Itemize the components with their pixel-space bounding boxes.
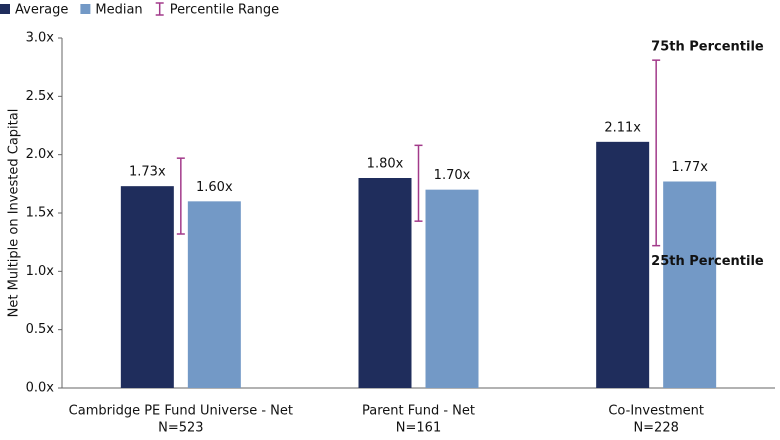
value-label: 1.70x — [434, 168, 471, 183]
bar — [358, 178, 412, 388]
bar — [596, 141, 650, 388]
legend-label: Median — [95, 3, 142, 18]
y-tick-label: 1.5x — [26, 206, 55, 221]
y-tick-label: 1.0x — [26, 264, 55, 279]
value-label: 1.77x — [671, 160, 708, 175]
legend-swatch — [0, 4, 10, 14]
value-label: 1.60x — [196, 180, 233, 195]
x-tick-note: N=523 — [158, 421, 203, 436]
y-tick-label: 2.0x — [26, 147, 55, 162]
x-tick-label: Co-Investment — [608, 404, 704, 419]
bar — [187, 201, 241, 388]
y-axis-label: Net Multiple on Invested Capital — [7, 109, 22, 318]
value-label: 1.80x — [367, 157, 404, 172]
bar — [120, 186, 174, 388]
bar — [425, 189, 479, 388]
legend-swatch — [80, 4, 91, 14]
annotation: 25th Percentile — [651, 254, 764, 269]
x-tick-label: Cambridge PE Fund Universe - Net — [69, 404, 293, 419]
y-tick-label: 3.0x — [26, 31, 55, 46]
annotation: 75th Percentile — [651, 40, 764, 55]
legend-label: Average — [15, 3, 68, 18]
x-tick-note: N=228 — [633, 421, 678, 436]
y-tick-label: 0.0x — [26, 381, 55, 396]
y-tick-label: 0.5x — [26, 322, 55, 337]
legend-label: Percentile Range — [170, 3, 279, 18]
y-tick-label: 2.5x — [26, 89, 55, 104]
value-label: 1.73x — [129, 165, 166, 180]
x-tick-label: Parent Fund - Net — [362, 404, 475, 419]
value-label: 2.11x — [604, 120, 641, 135]
x-tick-note: N=161 — [396, 421, 441, 436]
bar — [663, 181, 717, 388]
